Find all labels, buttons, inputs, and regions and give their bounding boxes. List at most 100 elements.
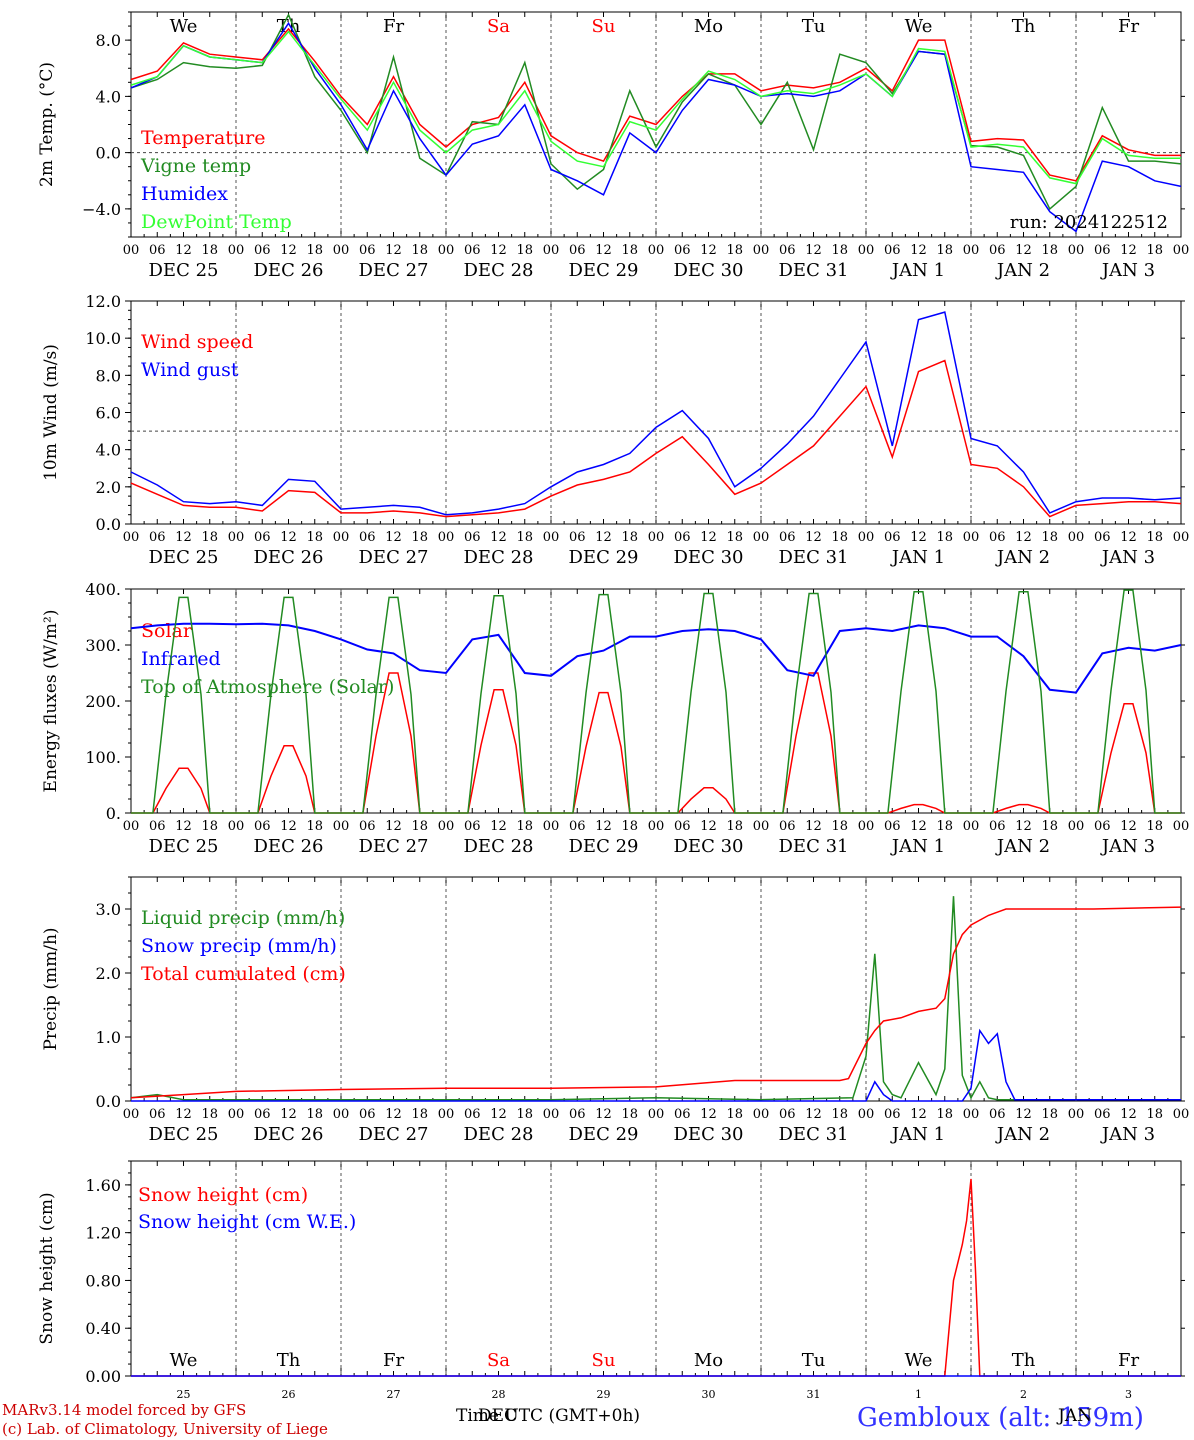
x-hour-label: 18 <box>726 1107 743 1122</box>
x-date-label: DEC 28 <box>464 1124 534 1145</box>
x-hour-label: 06 <box>989 530 1006 545</box>
x-date-label: JAN 3 <box>1100 836 1155 857</box>
x-date-label: JAN 3 <box>1100 1124 1155 1145</box>
series-line <box>130 30 1181 185</box>
x-date-label: DEC 26 <box>254 1124 324 1145</box>
x-hour-label: 18 <box>411 243 428 258</box>
legend-entry: Snow height (cm W.E.) <box>138 1211 356 1233</box>
x-hour-label: 06 <box>464 819 481 834</box>
x-hour-label: 18 <box>621 243 638 258</box>
x-hour-label: 18 <box>621 530 638 545</box>
x-hour-label: 06 <box>989 1107 1006 1122</box>
x-hour-label: 18 <box>411 819 428 834</box>
x-hour-label: 18 <box>201 819 218 834</box>
x-hour-label: 00 <box>753 819 770 834</box>
y-tick-label: 3.0 <box>96 900 121 919</box>
x-hour-label: 06 <box>1094 819 1111 834</box>
x-hour-label: 00 <box>1173 530 1190 545</box>
x-date-label: JAN 2 <box>995 836 1050 857</box>
x-hour-label: 00 <box>963 530 980 545</box>
x-hour-label: 18 <box>201 243 218 258</box>
x-date-label: DEC 29 <box>569 547 639 568</box>
legend-entry: Snow height (cm) <box>138 1184 308 1206</box>
date-number-label: 28 <box>492 1388 506 1401</box>
x-date-label: JAN 2 <box>995 260 1050 281</box>
y-tick-label: 0.0 <box>96 515 121 534</box>
x-hour-label: 00 <box>123 819 140 834</box>
x-hour-label: 06 <box>569 819 586 834</box>
x-hour-label: 12 <box>1015 530 1032 545</box>
x-hour-label: 12 <box>805 1107 822 1122</box>
x-date-label: DEC 26 <box>254 260 324 281</box>
x-date-label: DEC 26 <box>254 547 324 568</box>
x-hour-label: 18 <box>1041 1107 1058 1122</box>
x-hour-label: 12 <box>280 530 297 545</box>
y-tick-label: 1.60 <box>85 1176 121 1195</box>
x-date-label: DEC 25 <box>149 260 219 281</box>
x-date-label: DEC 30 <box>674 836 744 857</box>
x-hour-label: 00 <box>1068 819 1085 834</box>
y-tick-label: 400. <box>85 580 121 599</box>
x-hour-label: 12 <box>490 1107 507 1122</box>
x-hour-label: 00 <box>123 1107 140 1122</box>
series-line <box>131 1028 1181 1102</box>
x-hour-label: 00 <box>648 530 665 545</box>
x-hour-label: 00 <box>648 243 665 258</box>
x-hour-label: 18 <box>201 1107 218 1122</box>
weekday-label: Tu <box>802 16 826 37</box>
x-hour-label: 00 <box>963 243 980 258</box>
weekday-label: Th <box>1012 1350 1036 1371</box>
x-hour-label: 18 <box>306 819 323 834</box>
x-hour-label: 00 <box>1068 1107 1085 1122</box>
weekday-label: We <box>170 1350 198 1371</box>
x-hour-label: 00 <box>753 530 770 545</box>
x-hour-label: 06 <box>674 819 691 834</box>
x-hour-label: 06 <box>149 819 166 834</box>
x-hour-label: 06 <box>464 243 481 258</box>
x-hour-label: 18 <box>936 530 953 545</box>
x-hour-label: 00 <box>228 1107 245 1122</box>
x-hour-label: 00 <box>648 819 665 834</box>
legend-entry: Liquid precip (mm/h) <box>141 907 345 929</box>
y-axis-label: Energy fluxes (W/m²) <box>41 610 61 793</box>
x-hour-label: 12 <box>385 243 402 258</box>
x-hour-label: 18 <box>516 1107 533 1122</box>
series-line <box>131 1178 1181 1377</box>
weekday-label: Su <box>592 16 616 37</box>
x-hour-label: 18 <box>306 1107 323 1122</box>
x-date-label: JAN 1 <box>890 260 945 281</box>
x-hour-label: 12 <box>1015 1107 1032 1122</box>
x-hour-label: 06 <box>1094 530 1111 545</box>
x-hour-label: 18 <box>726 530 743 545</box>
x-date-label: DEC 27 <box>359 836 429 857</box>
x-hour-label: 06 <box>779 243 796 258</box>
x-hour-label: 06 <box>884 819 901 834</box>
x-hour-label: 06 <box>254 1107 271 1122</box>
x-hour-label: 06 <box>1094 1107 1111 1122</box>
x-hour-label: 00 <box>543 1107 560 1122</box>
weekday-label: Th <box>277 1350 301 1371</box>
x-hour-label: 06 <box>359 1107 376 1122</box>
x-hour-label: 00 <box>543 530 560 545</box>
legend-entry: Wind speed <box>141 331 253 353</box>
weekday-label: Sa <box>487 1350 510 1371</box>
x-date-label: DEC 30 <box>674 260 744 281</box>
x-hour-label: 18 <box>831 819 848 834</box>
x-hour-label: 00 <box>333 819 350 834</box>
x-hour-label: 00 <box>1068 243 1085 258</box>
x-hour-label: 00 <box>228 819 245 834</box>
y-tick-label: 4.0 <box>96 87 121 106</box>
x-date-label: DEC 26 <box>254 836 324 857</box>
x-hour-label: 00 <box>858 530 875 545</box>
x-hour-label: 12 <box>385 819 402 834</box>
x-hour-label: 18 <box>306 530 323 545</box>
date-number-label: 30 <box>702 1388 716 1401</box>
date-number-label: 29 <box>597 1388 611 1401</box>
y-tick-label: 0.40 <box>85 1319 121 1338</box>
x-hour-label: 12 <box>805 243 822 258</box>
series-line <box>130 359 1182 518</box>
x-hour-label: 12 <box>490 243 507 258</box>
x-date-label: DEC 31 <box>779 260 849 281</box>
x-hour-label: 00 <box>1173 1107 1190 1122</box>
x-hour-label: 12 <box>910 530 927 545</box>
